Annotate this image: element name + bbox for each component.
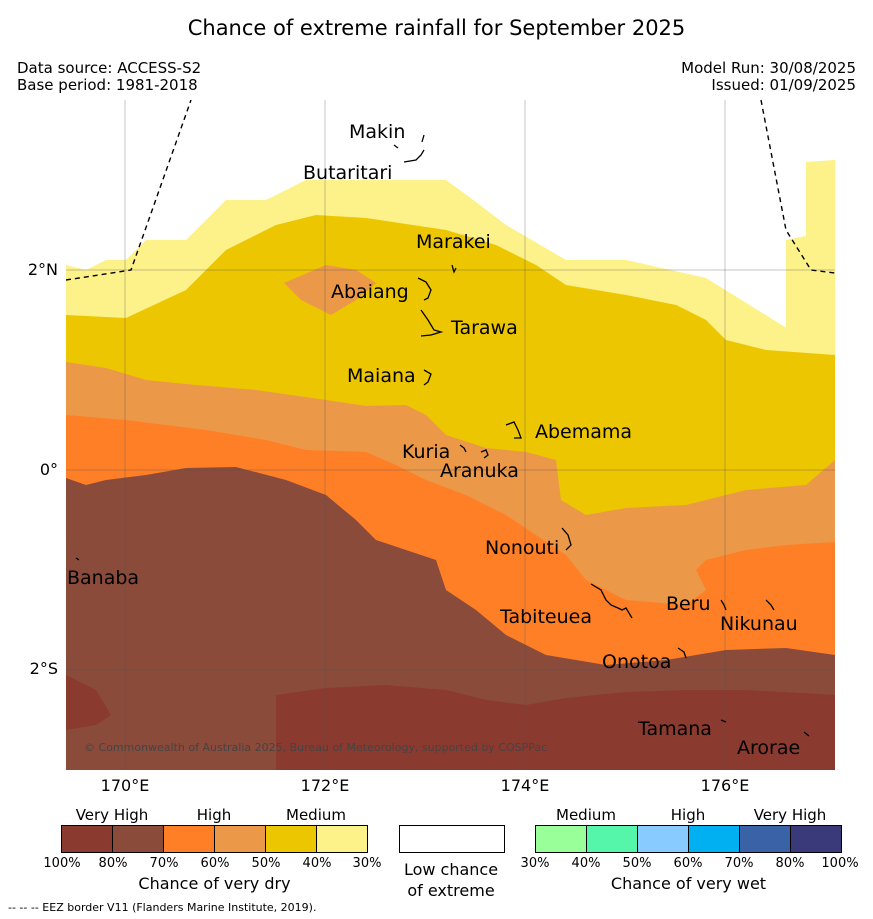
zone-darkest-west	[66, 675, 111, 730]
place-label: Maiana	[347, 365, 416, 387]
model-run: Model Run: 30/08/2025	[681, 59, 856, 77]
colorbar-swatch	[790, 825, 842, 853]
base-period: Base period: 1981-2018	[17, 76, 198, 94]
place-label: Butaritari	[303, 162, 393, 184]
place-label: Aranuka	[440, 460, 519, 482]
wet-cat-label: High	[670, 806, 706, 824]
zone-tan-west	[284, 265, 376, 315]
colorbar-swatch	[112, 825, 164, 853]
low-chance-label: Low chance of extreme	[380, 859, 522, 901]
lat-tick: 0°	[39, 460, 58, 479]
wet-pct: 60%	[673, 856, 703, 871]
wet-pct: 30%	[520, 856, 550, 871]
lat-tick: 2°N	[27, 260, 58, 279]
meta-left: Data source: ACCESS-S2 Base period: 1981…	[17, 60, 201, 94]
place-label: Tamana	[638, 718, 712, 740]
colorbar-swatch	[535, 825, 587, 853]
colorbar-swatch	[214, 825, 266, 853]
eez-footnote: -- -- -- EEZ border V11 (Flanders Marine…	[8, 901, 317, 914]
lat-tick: 2°S	[29, 659, 58, 678]
data-source: Data source: ACCESS-S2	[17, 59, 202, 77]
place-label: Marakei	[416, 231, 491, 253]
place-label: Tarawa	[451, 317, 518, 339]
dry-pct: 70%	[149, 856, 179, 871]
zone-light-yellow-ne	[806, 160, 835, 210]
copyright-notice: © Commonwealth of Australia 2025, Bureau…	[84, 741, 548, 754]
eez-border-east	[760, 100, 835, 274]
wet-cat-label: Very High	[753, 806, 827, 824]
dry-pct: 100%	[43, 856, 81, 871]
place-label: Kuria	[402, 441, 451, 463]
colorbar-swatch	[265, 825, 317, 853]
meta-right: Model Run: 30/08/2025 Issued: 01/09/2025	[681, 60, 856, 94]
low-chance-line: Low chance	[403, 860, 499, 879]
dry-pct: 40%	[302, 856, 332, 871]
lon-tick: 170°E	[100, 776, 150, 795]
place-label: Nonouti	[485, 537, 560, 559]
wet-pct: 70%	[724, 856, 754, 871]
gridlines	[66, 100, 835, 770]
place-label: Banaba	[67, 567, 140, 589]
place-label: Abemama	[535, 421, 633, 443]
eez-border-west	[66, 100, 192, 281]
wet-colorbar	[535, 825, 842, 853]
lon-tick: 172°E	[300, 776, 350, 795]
islands	[75, 134, 810, 737]
dry-pct: 50%	[251, 856, 281, 871]
place-label: Beru	[666, 593, 711, 615]
lon-tick: 174°E	[500, 776, 550, 795]
wet-pct: 40%	[571, 856, 601, 871]
place-label: Arorae	[737, 737, 801, 759]
place-label: Tabiteuea	[500, 606, 592, 628]
wet-pct: 50%	[622, 856, 652, 871]
rainfall-map	[66, 100, 835, 770]
map-title: Chance of extreme rainfall for September…	[187, 16, 686, 40]
dry-legend-title: Chance of very dry	[138, 874, 291, 893]
dry-cat-label: Very High	[75, 806, 149, 824]
dry-pct: 60%	[200, 856, 230, 871]
zone-light-yellow-e	[786, 230, 835, 340]
place-label: Onotoa	[602, 651, 672, 673]
colorbar-swatch	[739, 825, 791, 853]
lon-tick: 176°E	[700, 776, 750, 795]
dry-pct: 30%	[352, 856, 382, 871]
dry-cat-label: Medium	[286, 806, 346, 824]
dry-colorbar	[61, 825, 368, 853]
colorbar-swatch	[637, 825, 689, 853]
colorbar-swatch	[61, 825, 113, 853]
dry-cat-label: High	[196, 806, 232, 824]
place-label: Makin	[349, 121, 406, 143]
wet-legend-title: Chance of very wet	[610, 874, 767, 893]
colorbar-swatch	[163, 825, 215, 853]
issued-date: Issued: 01/09/2025	[711, 76, 856, 94]
wet-cat-label: Medium	[556, 806, 616, 824]
colorbar-swatch	[316, 825, 368, 853]
colorbar-swatch	[688, 825, 740, 853]
low-chance-swatch	[399, 825, 505, 853]
wet-pct: 100%	[821, 856, 859, 871]
place-label: Abaiang	[331, 281, 409, 303]
wet-pct: 80%	[775, 856, 805, 871]
place-label: Nikunau	[720, 613, 798, 635]
colorbar-swatch	[586, 825, 638, 853]
dry-pct: 80%	[98, 856, 128, 871]
zone-low-chance-top	[66, 100, 835, 340]
zone-darkest-south	[276, 685, 835, 770]
low-chance-line: of extreme	[407, 881, 495, 900]
